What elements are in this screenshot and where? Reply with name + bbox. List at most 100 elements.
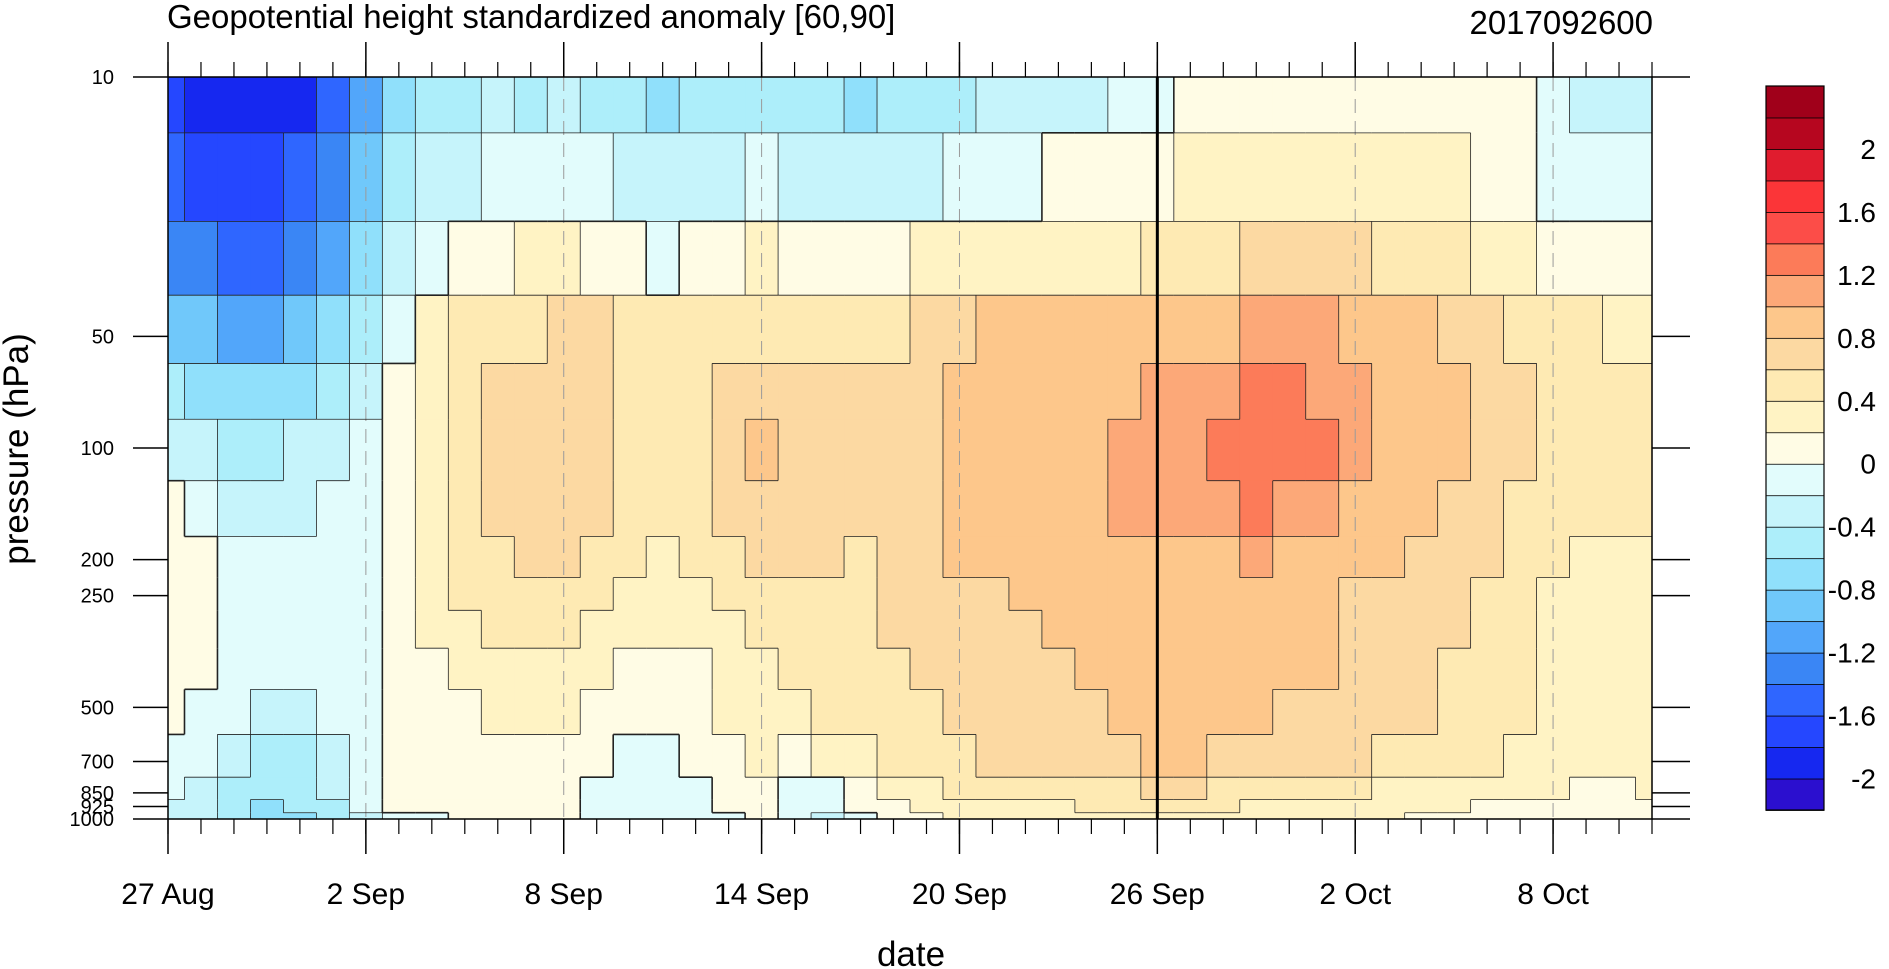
anomaly-cell <box>217 689 252 736</box>
anomaly-cell <box>975 221 1010 296</box>
anomaly-cell <box>1602 577 1637 611</box>
anomaly-cell <box>1404 295 1439 365</box>
anomaly-cell <box>1074 77 1109 134</box>
anomaly-cell <box>613 77 647 134</box>
anomaly-cell <box>778 777 812 801</box>
anomaly-cell <box>778 734 812 778</box>
anomaly-cell <box>877 132 911 222</box>
anomaly-cell <box>1470 648 1505 690</box>
anomaly-cell <box>877 648 911 690</box>
anomaly-cell <box>844 689 878 736</box>
anomaly-cell <box>1470 610 1505 649</box>
anomaly-cell <box>646 295 680 365</box>
x-tick-label: 8 Oct <box>1517 878 1589 911</box>
anomaly-cell <box>1569 295 1604 365</box>
anomaly-cell <box>1041 363 1076 420</box>
anomaly-cell <box>1272 221 1307 296</box>
colorbar-swatch <box>1765 463 1825 497</box>
anomaly-cell <box>217 480 252 538</box>
anomaly-cell <box>1173 577 1208 611</box>
anomaly-cell <box>168 132 186 222</box>
anomaly-cell <box>250 812 285 820</box>
anomaly-cell <box>1107 799 1142 814</box>
anomaly-cell <box>1272 132 1307 222</box>
anomaly-cell <box>481 648 515 690</box>
anomaly-cell <box>1272 812 1307 820</box>
anomaly-cell <box>745 419 779 482</box>
anomaly-cell <box>646 419 680 482</box>
anomaly-cell <box>613 419 647 482</box>
anomaly-cell <box>613 648 647 690</box>
anomaly-cell <box>481 77 515 134</box>
colorbar-swatch <box>1765 117 1825 150</box>
anomaly-cell <box>1041 689 1076 736</box>
colorbar-tick-label: -0.8 <box>1828 575 1876 606</box>
anomaly-cell <box>382 777 416 801</box>
anomaly-cell <box>712 689 746 736</box>
anomaly-cell <box>1404 480 1439 538</box>
anomaly-cell <box>1371 132 1406 222</box>
anomaly-cell <box>1107 577 1142 611</box>
contour-fill <box>168 77 1653 820</box>
anomaly-cell <box>1569 734 1604 778</box>
colorbar-swatch <box>1765 526 1825 560</box>
anomaly-cell <box>1008 419 1043 482</box>
anomaly-cell <box>514 610 548 649</box>
anomaly-cell <box>217 132 252 222</box>
anomaly-cell <box>1635 689 1653 736</box>
anomaly-cell <box>712 132 746 222</box>
x-tick-label: 2 Sep <box>327 878 405 911</box>
anomaly-cell <box>283 536 317 579</box>
anomaly-cell <box>382 648 416 690</box>
anomaly-cell <box>415 734 449 778</box>
anomaly-cell <box>184 295 219 365</box>
anomaly-cell <box>844 536 878 579</box>
anomaly-cell <box>217 536 252 579</box>
anomaly-cell <box>1074 734 1109 778</box>
anomaly-cell <box>910 610 944 649</box>
anomaly-cell <box>1437 480 1472 538</box>
anomaly-cell <box>844 610 878 649</box>
anomaly-cell <box>1074 132 1109 222</box>
anomaly-cell <box>1008 363 1043 420</box>
anomaly-cell <box>1107 648 1142 690</box>
anomaly-cell <box>844 648 878 690</box>
anomaly-cell <box>1008 812 1043 820</box>
anomaly-cell <box>283 577 317 611</box>
anomaly-cell <box>1569 536 1604 579</box>
anomaly-cell <box>1437 419 1472 482</box>
anomaly-cell <box>877 577 911 611</box>
anomaly-cell <box>646 363 680 420</box>
colorbar-swatch <box>1765 148 1825 182</box>
anomaly-cell <box>250 363 285 420</box>
anomaly-cell <box>1272 295 1307 365</box>
anomaly-cell <box>1041 648 1076 690</box>
anomaly-cell <box>1305 295 1340 365</box>
anomaly-cell <box>1041 799 1076 814</box>
anomaly-cell <box>712 777 746 801</box>
anomaly-cell <box>613 536 647 579</box>
anomaly-cell <box>778 295 812 365</box>
colorbar-tick-label: -2 <box>1851 764 1876 795</box>
anomaly-cell <box>1371 419 1406 482</box>
anomaly-cell <box>1503 419 1538 482</box>
anomaly-cell <box>415 419 449 482</box>
anomaly-cell <box>975 77 1010 134</box>
anomaly-cell <box>184 536 219 579</box>
anomaly-cell <box>679 221 713 296</box>
anomaly-cell <box>613 610 647 649</box>
colorbar-swatch <box>1765 180 1825 213</box>
anomaly-cell <box>1503 363 1538 420</box>
anomaly-cell <box>1404 799 1439 814</box>
anomaly-cell <box>382 419 416 482</box>
anomaly-cell <box>448 221 482 296</box>
anomaly-cell <box>877 295 911 365</box>
anomaly-cell <box>283 480 317 538</box>
anomaly-cell <box>1107 363 1142 420</box>
anomaly-cell <box>778 610 812 649</box>
anomaly-cell <box>1206 648 1241 690</box>
anomaly-cell <box>910 77 944 134</box>
anomaly-cell <box>184 610 219 649</box>
anomaly-cell <box>448 577 482 611</box>
anomaly-cell <box>1470 812 1505 820</box>
